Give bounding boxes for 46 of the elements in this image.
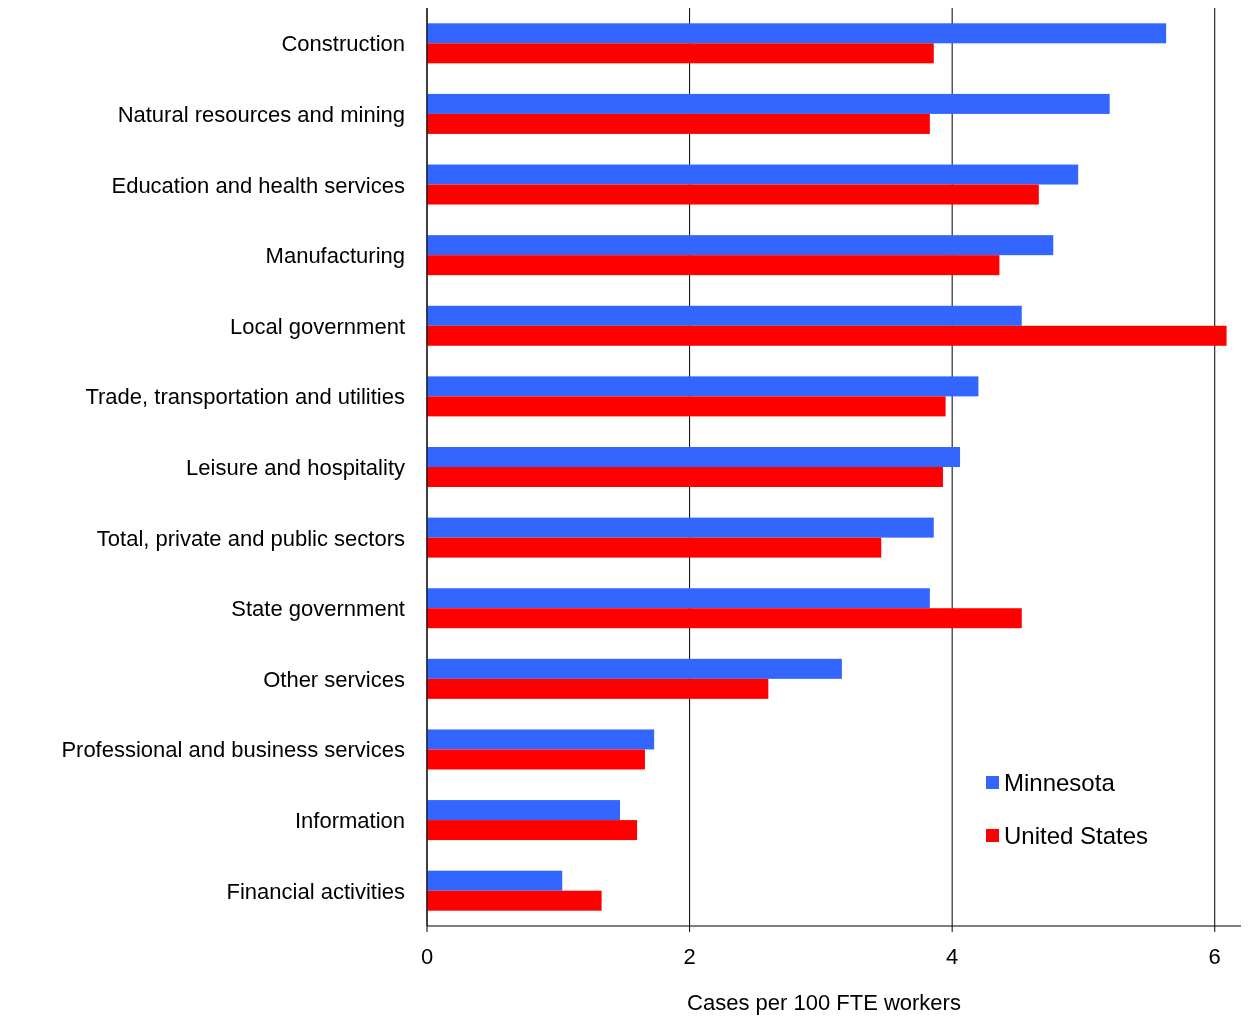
bar <box>427 43 934 64</box>
x-tick-label: 4 <box>946 944 959 969</box>
y-tick-label: State government <box>231 596 405 622</box>
x-tick-label: 0 <box>420 944 434 969</box>
bar <box>427 658 842 679</box>
bar <box>427 890 602 911</box>
y-tick-label: Construction <box>281 31 405 57</box>
y-tick-label: Information <box>294 808 405 834</box>
y-tick-label: Manufacturing <box>265 243 405 269</box>
bar <box>427 749 645 770</box>
bar <box>427 588 930 609</box>
bar <box>427 23 1167 44</box>
y-tick-label: Local government <box>230 313 405 339</box>
bar <box>427 608 1022 629</box>
y-tick-label: Total, private and public sectors <box>96 525 405 551</box>
bar <box>427 537 882 558</box>
bar <box>427 800 620 821</box>
y-tick-label: Professional and business services <box>61 737 405 763</box>
bar <box>427 447 961 467</box>
x-tick-label: 6 <box>1208 944 1221 969</box>
legend-label: Minnesota <box>1004 769 1116 796</box>
y-tick-label: Other services <box>263 666 405 692</box>
y-tick-label: Education and health services <box>111 172 405 198</box>
bar <box>427 396 946 417</box>
y-tick-label: Natural resources and mining <box>117 101 405 127</box>
bar <box>427 517 934 538</box>
bar <box>427 93 1110 114</box>
bar <box>427 164 1079 185</box>
bar <box>427 325 1227 346</box>
bar <box>427 305 1022 326</box>
bar <box>427 235 1054 256</box>
bar <box>427 113 930 134</box>
bar <box>427 184 1039 205</box>
x-axis-title: Cases per 100 FTE workers <box>687 990 961 1015</box>
y-tick-label: Leisure and hospitality <box>186 455 405 480</box>
bar <box>427 678 769 699</box>
legend-label: United States <box>1004 822 1149 849</box>
y-tick-label: Financial activities <box>226 878 405 904</box>
x-tick-label: 2 <box>683 944 696 969</box>
bar <box>427 729 655 750</box>
y-tick-label: Trade, transportation and utilities <box>85 384 405 410</box>
bar <box>427 820 638 841</box>
bar <box>427 255 1000 276</box>
bar <box>427 376 979 397</box>
bar <box>427 467 943 487</box>
bar <box>427 870 563 891</box>
